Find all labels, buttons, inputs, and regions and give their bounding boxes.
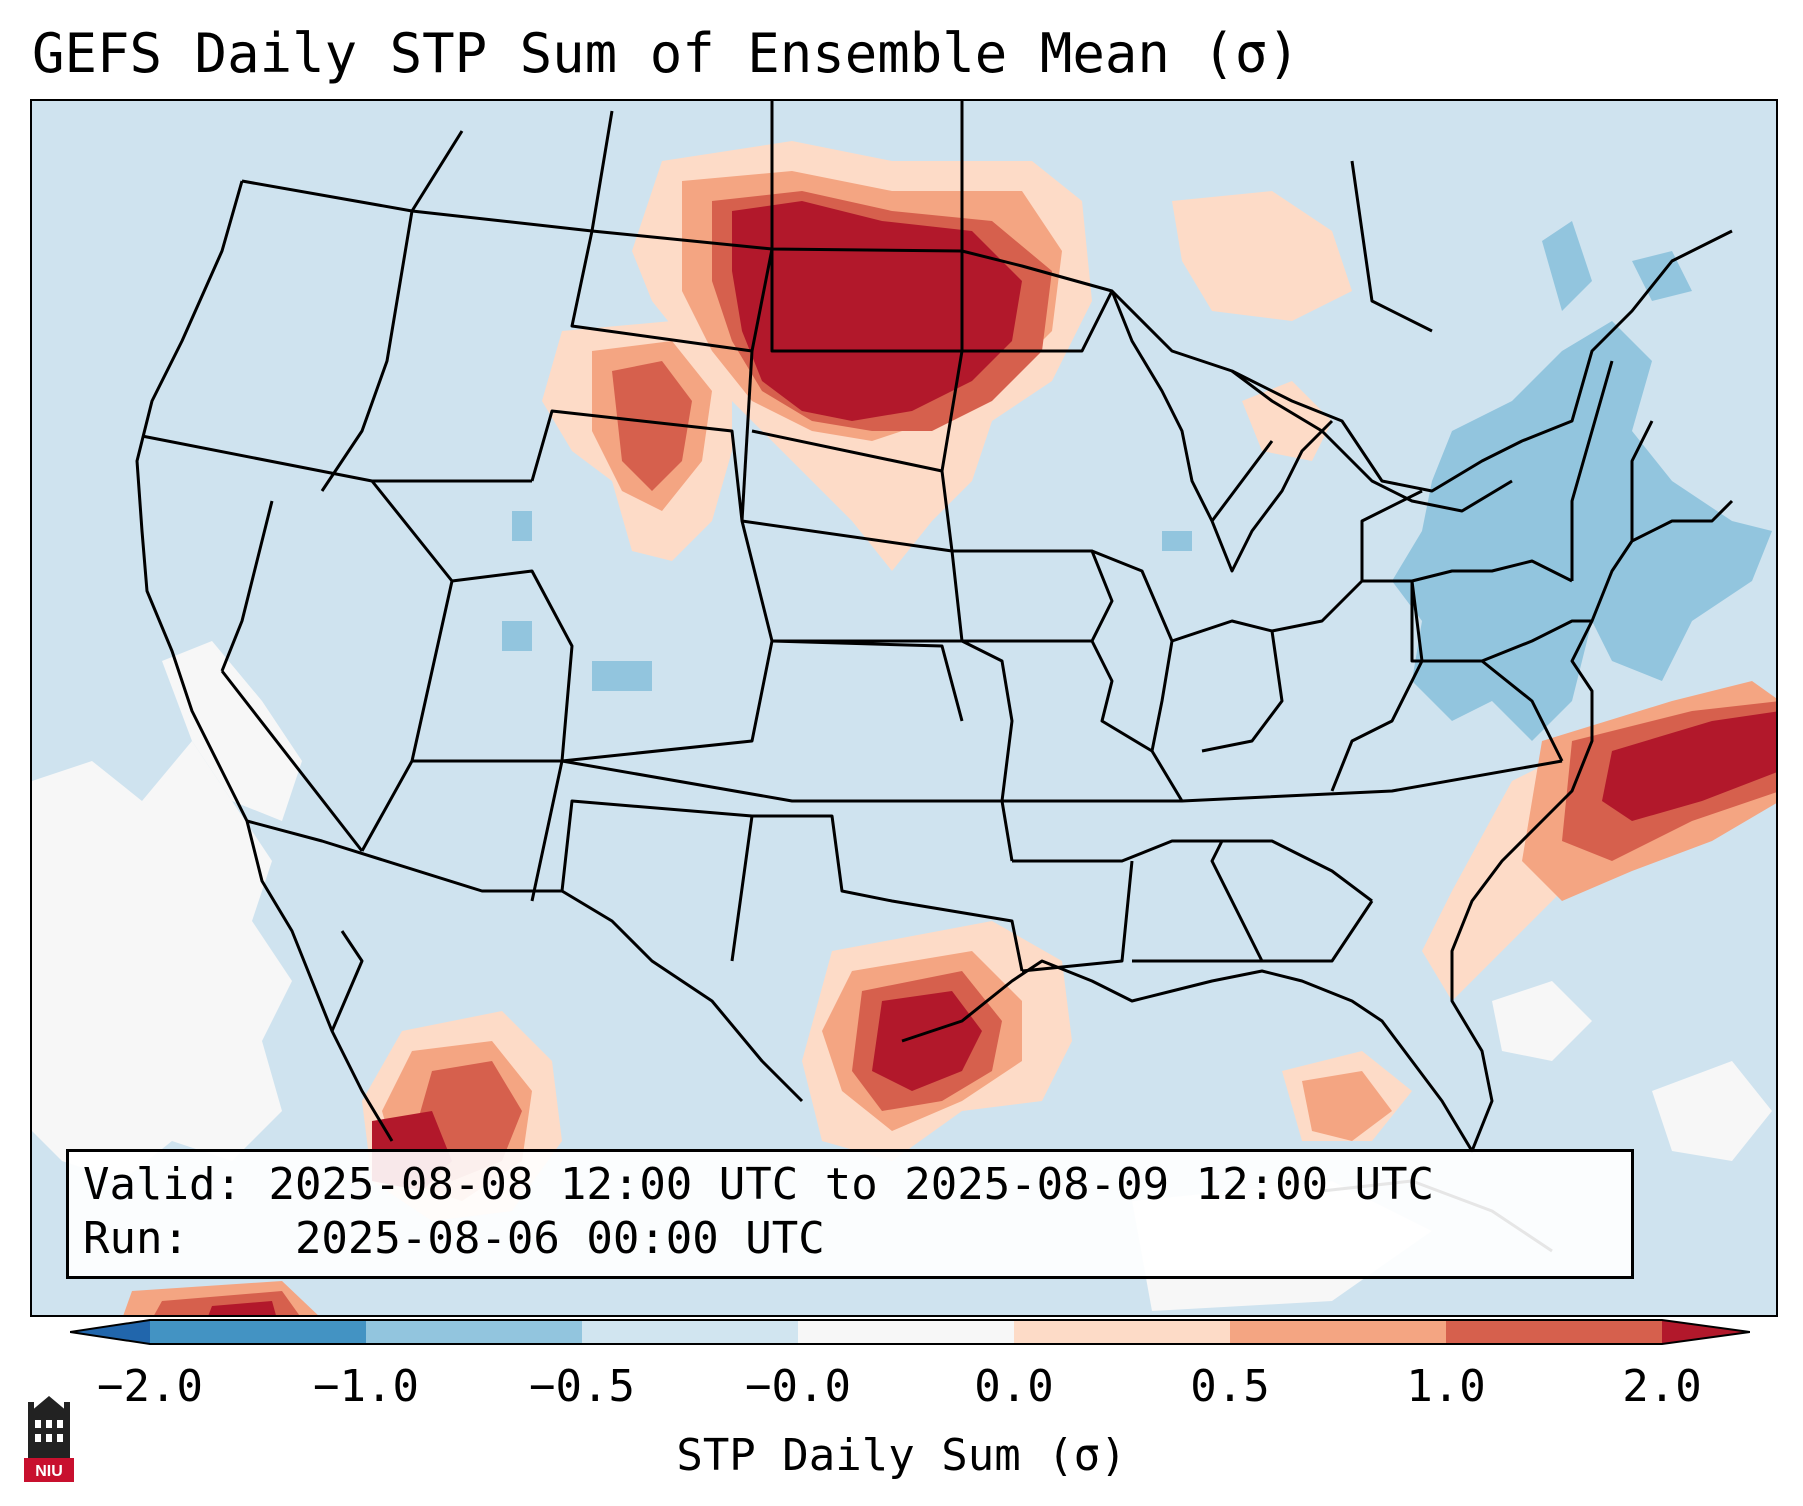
atlantic-gulf-coast bbox=[901, 499, 1734, 1153]
map-canvas bbox=[32, 101, 1776, 1315]
niu-tower-logo: NIU bbox=[24, 1396, 74, 1482]
us-mexico-border bbox=[246, 819, 804, 1103]
colorbar-seg-5 bbox=[1230, 1320, 1446, 1344]
colorbar-label: STP Daily Sum (σ) bbox=[676, 1430, 1127, 1481]
valid-label: Valid: bbox=[83, 1159, 242, 1210]
colorbar-seg-4 bbox=[1014, 1320, 1230, 1344]
us-canada-border bbox=[241, 179, 1733, 493]
valid-value: 2025-08-08 12:00 UTC to 2025-08-09 12:00… bbox=[268, 1159, 1435, 1210]
run-value: 2025-08-06 00:00 UTC bbox=[294, 1213, 825, 1264]
boundary-lines bbox=[135, 101, 1734, 1253]
positive-field-max bbox=[208, 201, 1776, 1315]
colorbar-tick: 0.0 bbox=[974, 1361, 1054, 1412]
pacific-coast bbox=[135, 180, 394, 1142]
colorbar-tick: 2.0 bbox=[1622, 1361, 1702, 1412]
colorbar-under-extension bbox=[70, 1320, 150, 1344]
colorbar-tick: 1.0 bbox=[1406, 1361, 1486, 1412]
great-lakes bbox=[1110, 290, 1573, 583]
logo-text: NIU bbox=[35, 1463, 63, 1480]
colorbar-seg-3 bbox=[798, 1320, 1014, 1344]
run-label: Run: bbox=[83, 1213, 189, 1264]
negative-field bbox=[502, 221, 1772, 741]
colorbar-over-extension bbox=[1662, 1320, 1750, 1344]
colorbar-seg-1 bbox=[366, 1320, 582, 1344]
map-panel bbox=[30, 99, 1778, 1317]
colorbar-seg-0 bbox=[150, 1320, 366, 1344]
colorbar-tick: −0.0 bbox=[745, 1361, 851, 1412]
colorbar-tick: −2.0 bbox=[97, 1361, 203, 1412]
colorbar-seg-2 bbox=[582, 1320, 798, 1344]
colorbar-tick: 0.5 bbox=[1190, 1361, 1270, 1412]
colorbar-seg-6 bbox=[1446, 1320, 1662, 1344]
map-title: GEFS Daily STP Sum of Ensemble Mean (σ) bbox=[32, 22, 1300, 85]
colorbar-tick: −0.5 bbox=[529, 1361, 635, 1412]
colorbar bbox=[70, 1319, 1750, 1345]
valid-run-info-box: Valid: 2025-08-08 12:00 UTC to 2025-08-0… bbox=[66, 1149, 1634, 1279]
colorbar-tick: −1.0 bbox=[313, 1361, 419, 1412]
